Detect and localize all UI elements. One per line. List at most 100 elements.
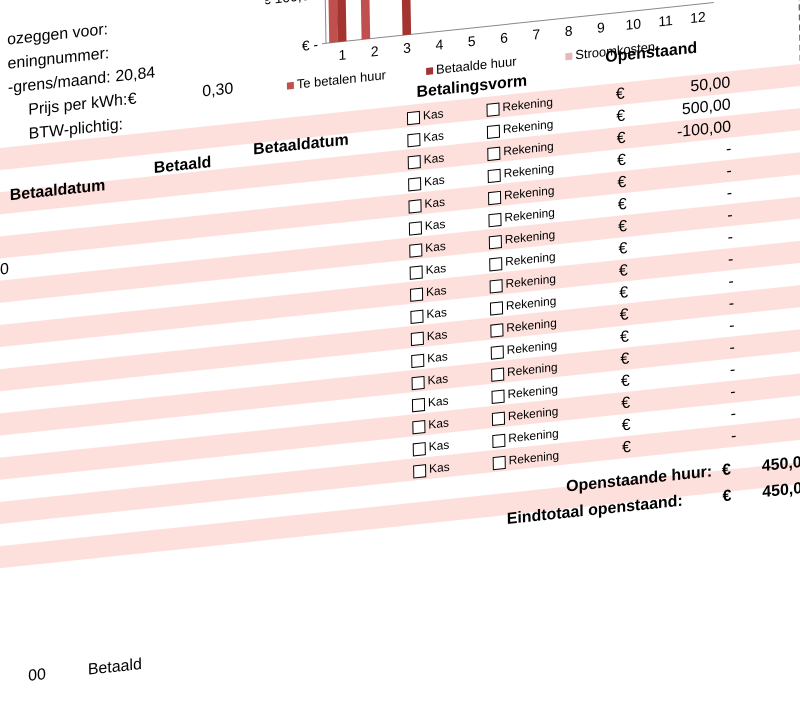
value: 0,30 — [202, 80, 233, 101]
option: Rekening — [503, 117, 554, 136]
bar — [401, 0, 412, 35]
currency: € — [619, 262, 628, 281]
checkbox[interactable] — [411, 354, 424, 368]
currency: € — [620, 350, 629, 369]
checkbox[interactable] — [410, 288, 423, 302]
currency: € — [620, 328, 629, 347]
x-tick-label: 11 — [658, 12, 673, 30]
checkbox[interactable] — [413, 442, 426, 456]
legend-swatch — [287, 82, 294, 90]
checkbox[interactable] — [490, 301, 503, 315]
checkbox[interactable] — [411, 332, 424, 346]
checkbox[interactable] — [491, 367, 504, 381]
currency: € — [619, 284, 628, 303]
option: Kas — [426, 283, 447, 299]
option: Rekening — [504, 161, 555, 180]
currency: € — [616, 85, 625, 104]
checkbox[interactable] — [412, 398, 425, 412]
checkbox[interactable] — [489, 235, 502, 249]
x-tick-label: 4 — [435, 36, 443, 53]
checkbox[interactable] — [489, 257, 502, 271]
checkbox[interactable] — [492, 434, 505, 448]
x-tick-label: 9 — [597, 19, 605, 36]
option: Rekening — [508, 426, 559, 445]
checkbox[interactable] — [488, 213, 501, 227]
option: Kas — [424, 151, 445, 167]
checkbox[interactable] — [408, 199, 421, 213]
option: Kas — [428, 416, 449, 432]
checkbox[interactable] — [486, 103, 499, 117]
checkbox[interactable] — [409, 221, 422, 235]
axis — [324, 0, 326, 43]
checkbox[interactable] — [491, 345, 504, 359]
checkbox[interactable] — [490, 323, 503, 337]
legend-label: Te betalen huur — [297, 67, 387, 91]
currency: € — [128, 90, 137, 109]
option: Kas — [424, 195, 445, 211]
label: Prijs per kWh: — [28, 91, 127, 119]
option: Kas — [429, 460, 450, 476]
x-tick-label: 3 — [403, 39, 411, 56]
checkbox[interactable] — [407, 133, 420, 147]
option: Kas — [427, 327, 448, 343]
checkbox[interactable] — [492, 412, 505, 426]
bar — [327, 0, 338, 43]
currency: € — [618, 240, 627, 259]
checkbox[interactable] — [493, 456, 506, 470]
option: Rekening — [507, 338, 558, 357]
option: Rekening — [504, 205, 555, 224]
option: Kas — [426, 305, 447, 321]
checkbox[interactable] — [413, 464, 426, 478]
checkbox[interactable] — [408, 155, 421, 169]
checkbox[interactable] — [488, 169, 501, 183]
label: -grens/maand: — [8, 69, 111, 98]
checkbox[interactable] — [409, 243, 422, 257]
checkbox[interactable] — [410, 265, 423, 279]
option: Kas — [426, 261, 447, 277]
x-tick-label: 1 — [338, 46, 346, 63]
axis — [326, 3, 714, 44]
checkbox[interactable] — [412, 420, 425, 434]
cell-fragment: Betaald — [88, 656, 142, 680]
page: € -€ 100,00123456789101112Te betalen huu… — [0, 0, 800, 600]
currency: € — [616, 129, 625, 148]
option: Rekening — [507, 382, 558, 401]
option: Kas — [425, 217, 446, 233]
option: Kas — [423, 128, 444, 144]
checkbox[interactable] — [488, 191, 501, 205]
currency: € — [621, 417, 630, 436]
option: Rekening — [505, 249, 556, 268]
y-tick-label: € 100,00 — [265, 0, 318, 8]
currency: € — [618, 196, 627, 215]
x-tick-label: 7 — [532, 26, 540, 43]
option: Kas — [425, 239, 446, 255]
currency: € — [617, 174, 626, 193]
total-amount: 450,00 — [762, 453, 800, 476]
x-tick-label: 8 — [565, 22, 573, 39]
option: Rekening — [506, 294, 557, 313]
checkbox[interactable] — [412, 376, 425, 390]
checkbox[interactable] — [407, 111, 420, 125]
total-amount: 450,00 — [762, 479, 800, 502]
currency: € — [722, 461, 731, 480]
y-tick-label: € - — [302, 36, 319, 54]
currency: € — [621, 394, 630, 413]
checkbox[interactable] — [491, 390, 504, 404]
legend-swatch — [426, 67, 433, 75]
checkbox[interactable] — [487, 125, 500, 139]
checkbox[interactable] — [410, 310, 423, 324]
option: Kas — [427, 349, 448, 365]
checkbox[interactable] — [487, 147, 500, 161]
x-tick-label: 5 — [468, 33, 476, 50]
currency: € — [620, 306, 629, 325]
x-tick-label: 10 — [625, 15, 641, 33]
checkbox[interactable] — [490, 279, 503, 293]
option: Kas — [423, 106, 444, 122]
currency: € — [622, 439, 631, 458]
currency: € — [616, 107, 625, 126]
x-tick-label: 2 — [371, 43, 379, 60]
checkbox[interactable] — [408, 177, 421, 191]
currency: € — [617, 152, 626, 171]
currency: € — [722, 487, 731, 506]
